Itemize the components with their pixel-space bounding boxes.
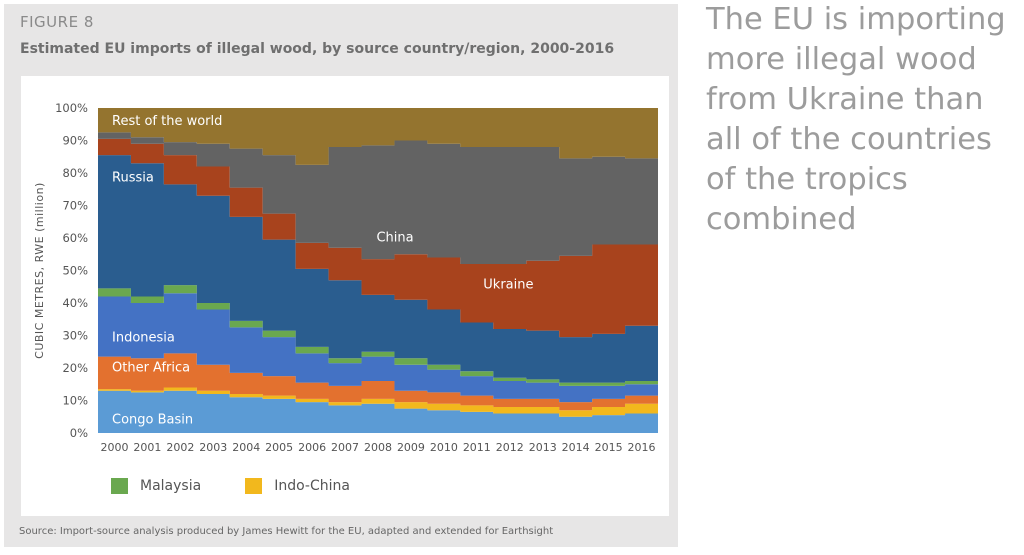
y-tick-label: 0% — [70, 426, 88, 440]
x-tick-label: 2007 — [331, 441, 359, 454]
series-label-russia: Russia — [112, 170, 154, 185]
legend-item-malaysia: Malaysia — [111, 478, 201, 494]
y-axis-title: CUBIC METRES, RWE (million) — [33, 182, 46, 359]
chart-box: 0% 10% 20% 30% 40% 50% 60% 70% 80% 90% 100% 2000 200… — [21, 76, 669, 516]
area-china — [98, 132, 658, 264]
y-tick-label: 20% — [62, 361, 88, 375]
legend-swatch-indo-china — [245, 478, 263, 494]
x-tick-label: 2002 — [166, 441, 194, 454]
series-label-other-africa: Other Africa — [112, 360, 190, 375]
x-tick-label: 2005 — [265, 441, 293, 454]
area-congo-basin — [98, 390, 658, 433]
x-tick-label: 2008 — [364, 441, 392, 454]
stacked-area-chart: 0% 10% 20% 30% 40% 50% 60% 70% 80% 90% 100% 2000 200… — [33, 101, 658, 454]
y-tick-label: 90% — [62, 134, 88, 148]
y-tick-label: 10% — [62, 394, 88, 408]
x-tick-label: 2013 — [529, 441, 557, 454]
legend-label-malaysia: Malaysia — [140, 478, 202, 494]
x-tick-label: 2012 — [496, 441, 524, 454]
series-label-congo-basin: Congo Basin — [112, 412, 193, 427]
x-tick-label: 2015 — [595, 441, 623, 454]
figure-label: FIGURE 8 — [20, 13, 94, 31]
area-ukraine — [98, 138, 658, 338]
series-label-rest-of-the-world: Rest of the world — [112, 114, 222, 129]
x-tick-label: 2016 — [628, 441, 656, 454]
y-tick-label: 30% — [62, 329, 88, 343]
area-rest-of-the-world — [98, 108, 658, 165]
source-note: Source: Import-source analysis produced … — [19, 526, 554, 537]
legend: Malaysia Indo-China — [111, 478, 350, 494]
area-indonesia — [98, 293, 658, 403]
y-tick-label: 60% — [62, 231, 88, 245]
figure-panel: FIGURE 8 Estimated EU imports of illegal… — [4, 4, 678, 547]
y-tick-label: 100% — [55, 101, 88, 115]
series-label-indonesia: Indonesia — [112, 330, 175, 345]
y-tick-label: 80% — [62, 166, 88, 180]
x-tick-label: 2009 — [397, 441, 425, 454]
x-tick-label: 2003 — [199, 441, 227, 454]
x-tick-label: 2004 — [232, 441, 260, 454]
x-tick-label: 2001 — [133, 441, 161, 454]
headline: The EU is importing more illegal wood fr… — [706, 2, 1006, 237]
series-label-china: China — [376, 230, 413, 245]
y-tick-label: 50% — [62, 264, 88, 278]
legend-item-indo-china: Indo-China — [245, 478, 350, 494]
x-tick-label: 2014 — [562, 441, 590, 454]
area-other-africa — [98, 353, 658, 411]
series-label-ukraine: Ukraine — [483, 278, 533, 293]
x-tick-label: 2006 — [298, 441, 326, 454]
legend-swatch-malaysia — [111, 478, 128, 494]
y-tick-label: 40% — [62, 296, 88, 310]
x-tick-label: 2010 — [430, 441, 458, 454]
y-tick-label: 70% — [62, 199, 88, 213]
x-tick-label: 2000 — [100, 441, 128, 454]
area-russia — [98, 155, 658, 383]
figure-title: Estimated EU imports of illegal wood, by… — [20, 41, 615, 57]
x-tick-label: 2011 — [463, 441, 491, 454]
area-indo-china — [98, 387, 658, 417]
legend-label-indo-china: Indo-China — [274, 478, 350, 494]
